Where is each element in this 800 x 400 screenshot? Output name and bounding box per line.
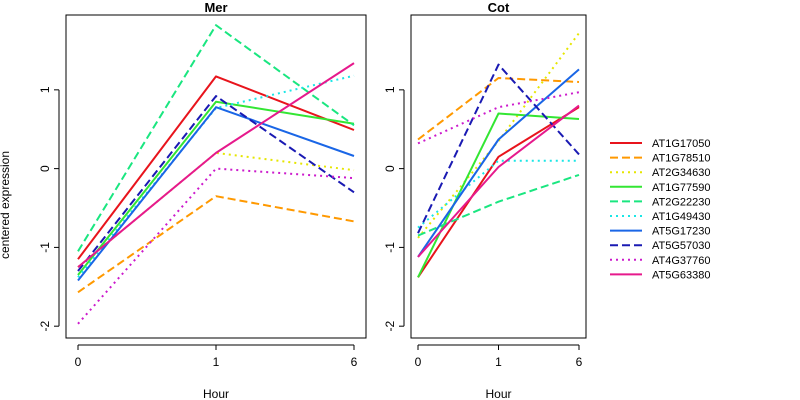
- plot-frame: [410, 14, 587, 339]
- legend-label: AT2G34630: [652, 167, 711, 179]
- series-line-at1g78510: [417, 77, 580, 141]
- series-line-at5g57030: [77, 95, 355, 272]
- legend-label: AT1G49430: [652, 211, 711, 223]
- series-line-at1g77590: [77, 100, 355, 276]
- legend-label: AT5G57030: [652, 240, 711, 252]
- series-line-at5g17230: [417, 68, 580, 258]
- y-tick-label: 0: [383, 165, 397, 172]
- x-tick-label: 0: [75, 355, 82, 369]
- panel-mer: Mer 0 1 6 Hour -2 -1 0 1: [38, 0, 367, 400]
- x-tick-label: 1: [495, 355, 502, 369]
- legend: AT1G17050 AT1G78510 AT2G34630 AT1G77590 AT2G…: [610, 138, 711, 281]
- series-line-at5g57030: [417, 63, 580, 234]
- x-axis-title: Hour: [485, 387, 511, 400]
- y-tick-label: -2: [383, 321, 397, 332]
- series-line-at2g22230: [417, 173, 580, 237]
- y-tick-label: -1: [383, 242, 397, 253]
- series-line-at1g17050: [77, 75, 355, 260]
- legend-label: AT1G78510: [652, 153, 711, 165]
- x-tick-label: 1: [213, 355, 220, 369]
- legend-label: AT1G17050: [652, 138, 711, 150]
- panel-title: Mer: [204, 0, 227, 15]
- y-tick-label: -1: [38, 242, 52, 253]
- legend-label: AT4G37760: [652, 255, 711, 267]
- legend-label: AT1G77590: [652, 182, 711, 194]
- panel-title: Cot: [488, 0, 510, 15]
- x-tick-label: 6: [576, 355, 583, 369]
- plot-frame: [65, 14, 367, 339]
- series-line-at1g77590: [417, 112, 580, 278]
- x-axis-title: Hour: [203, 387, 229, 400]
- series-line-at5g63380: [77, 62, 355, 268]
- legend-label: AT5G63380: [652, 269, 711, 281]
- y-tick-label: 1: [383, 86, 397, 93]
- series-line-at2g34630: [77, 151, 355, 268]
- series-line-at1g17050: [417, 106, 580, 278]
- series-line-at5g17230: [77, 106, 355, 282]
- y-tick-label: 1: [38, 86, 52, 93]
- legend-label: AT5G17230: [652, 226, 711, 238]
- y-axis-title: centered expression: [0, 151, 12, 259]
- x-tick-label: 6: [351, 355, 358, 369]
- series-line-at1g49430: [77, 74, 355, 278]
- y-tick-label: 0: [38, 165, 52, 172]
- y-tick-label: -2: [38, 321, 52, 332]
- series-line-at4g37760: [77, 167, 355, 325]
- x-tick-label: 0: [415, 355, 422, 369]
- panel-cot: Cot 0 1 6 Hour -2 -1 0 1: [383, 0, 587, 400]
- series-line-at1g49430: [417, 159, 579, 229]
- series-line-at5g63380: [417, 104, 580, 258]
- legend-label: AT2G22230: [652, 196, 711, 208]
- series-line-at1g78510: [77, 195, 355, 294]
